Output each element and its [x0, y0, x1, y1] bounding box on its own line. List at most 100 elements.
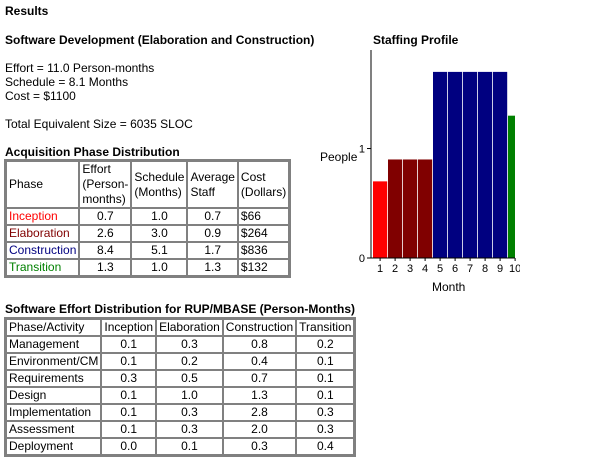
- bar-month-9: [493, 71, 508, 258]
- phase-schedule: 1.0: [131, 208, 188, 225]
- phase-effort: 1.3: [79, 259, 132, 276]
- effort-table-header: Phase/Activity Inception Elaboration Con…: [6, 319, 355, 336]
- activity-name: Deployment: [6, 438, 102, 455]
- construction-value: 2.8: [222, 404, 297, 421]
- x-tick-label: 7: [467, 263, 473, 275]
- phase-table-title: Acquisition Phase Distribution: [5, 145, 180, 159]
- phase-staff: 0.7: [187, 208, 238, 225]
- effort-table-title: Software Effort Distribution for RUP/MBA…: [5, 302, 355, 316]
- transition-value: 0.4: [296, 438, 355, 455]
- x-tick-label: 6: [452, 263, 458, 275]
- phase-name: Inception: [6, 208, 80, 225]
- effort-row-management: Management 0.1 0.3 0.8 0.2: [6, 336, 355, 353]
- bar-month-5: [433, 71, 448, 258]
- header-schedule-line2: (Months): [134, 184, 182, 199]
- phase-effort: 8.4: [79, 242, 132, 259]
- construction-value: 2.0: [222, 421, 297, 438]
- x-tick-label: 5: [437, 263, 443, 275]
- bar-month-7: [463, 71, 478, 258]
- staffing-chart: 01 1 2 3 4 5 6 7 8 9 10: [359, 50, 520, 275]
- phase-name: Elaboration: [6, 225, 80, 242]
- construction-value: 0.8: [222, 336, 297, 353]
- x-tick-label: 1: [377, 263, 383, 275]
- activity-name: Implementation: [6, 404, 102, 421]
- transition-value: 0.2: [296, 336, 355, 353]
- chart-title: Staffing Profile: [373, 33, 459, 47]
- x-tick-label: 9: [497, 263, 503, 275]
- header-elaboration: Elaboration: [156, 319, 223, 336]
- header-schedule: Schedule (Months): [131, 161, 188, 208]
- schedule-summary: Schedule = 8.1 Months: [5, 75, 129, 89]
- phase-table-header: Phase Effort (Person- months) Schedule (…: [6, 161, 290, 208]
- phase-name: Construction: [6, 242, 80, 259]
- phase-staff: 0.9: [187, 225, 238, 242]
- construction-value: 0.7: [222, 370, 297, 387]
- size-summary: Total Equivalent Size = 6035 SLOC: [5, 117, 193, 131]
- phase-cost: $264: [237, 225, 290, 242]
- transition-value: 0.1: [296, 387, 355, 404]
- activity-name: Environment/CM: [6, 353, 102, 370]
- phase-effort: 2.6: [79, 225, 132, 242]
- header-activity: Phase/Activity: [6, 319, 102, 336]
- effort-row-implementation: Implementation 0.1 0.3 2.8 0.3: [6, 404, 355, 421]
- bar-month-10: [508, 115, 515, 259]
- phase-schedule: 5.1: [131, 242, 188, 259]
- transition-value: 0.1: [296, 370, 355, 387]
- elaboration-value: 0.3: [156, 421, 223, 438]
- phase-staff: 1.7: [187, 242, 238, 259]
- phase-schedule: 3.0: [131, 225, 188, 242]
- effort-distribution-table: Phase/Activity Inception Elaboration Con…: [4, 317, 357, 457]
- effort-row-assessment: Assessment 0.1 0.3 2.0 0.3: [6, 421, 355, 438]
- inception-value: 0.0: [101, 438, 157, 455]
- effort-row-design: Design 0.1 1.0 1.3 0.1: [6, 387, 355, 404]
- inception-value: 0.1: [101, 353, 157, 370]
- chart-ylabel: People: [320, 150, 358, 164]
- bar-month-1: [373, 181, 388, 258]
- section-title: Software Development (Elaboration and Co…: [5, 33, 315, 47]
- y-tick-label: 0: [359, 253, 365, 265]
- elaboration-value: 0.5: [156, 370, 223, 387]
- effort-row-deployment: Deployment 0.0 0.1 0.3 0.4: [6, 438, 355, 455]
- header-effort: Effort (Person- months): [79, 161, 132, 208]
- cost-summary: Cost = $1100: [5, 89, 76, 103]
- activity-name: Assessment: [6, 421, 102, 438]
- phase-row-inception: Inception 0.7 1.0 0.7 $66: [6, 208, 290, 225]
- inception-value: 0.1: [101, 404, 157, 421]
- header-transition: Transition: [296, 319, 355, 336]
- inception-value: 0.3: [101, 370, 157, 387]
- results-heading: Results: [5, 4, 49, 18]
- header-cost: Cost (Dollars): [237, 161, 290, 208]
- inception-value: 0.1: [101, 387, 157, 404]
- elaboration-value: 0.3: [156, 336, 223, 353]
- bar-month-4: [418, 159, 433, 258]
- phase-cost: $132: [237, 259, 290, 276]
- header-effort-line1: Effort: [82, 162, 111, 176]
- phase-schedule: 1.0: [131, 259, 188, 276]
- phase-row-transition: Transition 1.3 1.0 1.3 $132: [6, 259, 290, 276]
- inception-value: 0.1: [101, 336, 157, 353]
- header-effort-line3: months): [82, 192, 126, 206]
- x-tick-label: 2: [392, 263, 398, 275]
- bar-month-3: [403, 159, 418, 258]
- construction-value: 1.3: [222, 387, 297, 404]
- phase-row-construction: Construction 8.4 5.1 1.7 $836: [6, 242, 290, 259]
- header-phase: Phase: [6, 161, 80, 208]
- bar-month-8: [478, 71, 493, 258]
- x-tick-label: 10: [509, 263, 520, 275]
- elaboration-value: 0.2: [156, 353, 223, 370]
- effort-summary: Effort = 11.0 Person-months: [5, 61, 155, 75]
- effort-row-requirements: Requirements 0.3 0.5 0.7 0.1: [6, 370, 355, 387]
- phase-distribution-table: Phase Effort (Person- months) Schedule (…: [4, 159, 292, 278]
- phase-cost: $836: [237, 242, 290, 259]
- elaboration-value: 0.1: [156, 438, 223, 455]
- header-staff: Average Staff: [187, 161, 238, 208]
- phase-effort: 0.7: [79, 208, 132, 225]
- effort-row-environment: Environment/CM 0.1 0.2 0.4 0.1: [6, 353, 355, 370]
- x-tick-label: 4: [422, 263, 428, 275]
- bar-month-2: [388, 159, 403, 258]
- transition-value: 0.1: [296, 353, 355, 370]
- transition-value: 0.3: [296, 421, 355, 438]
- elaboration-value: 0.3: [156, 404, 223, 421]
- header-inception: Inception: [101, 319, 157, 336]
- bar-month-6: [448, 71, 463, 258]
